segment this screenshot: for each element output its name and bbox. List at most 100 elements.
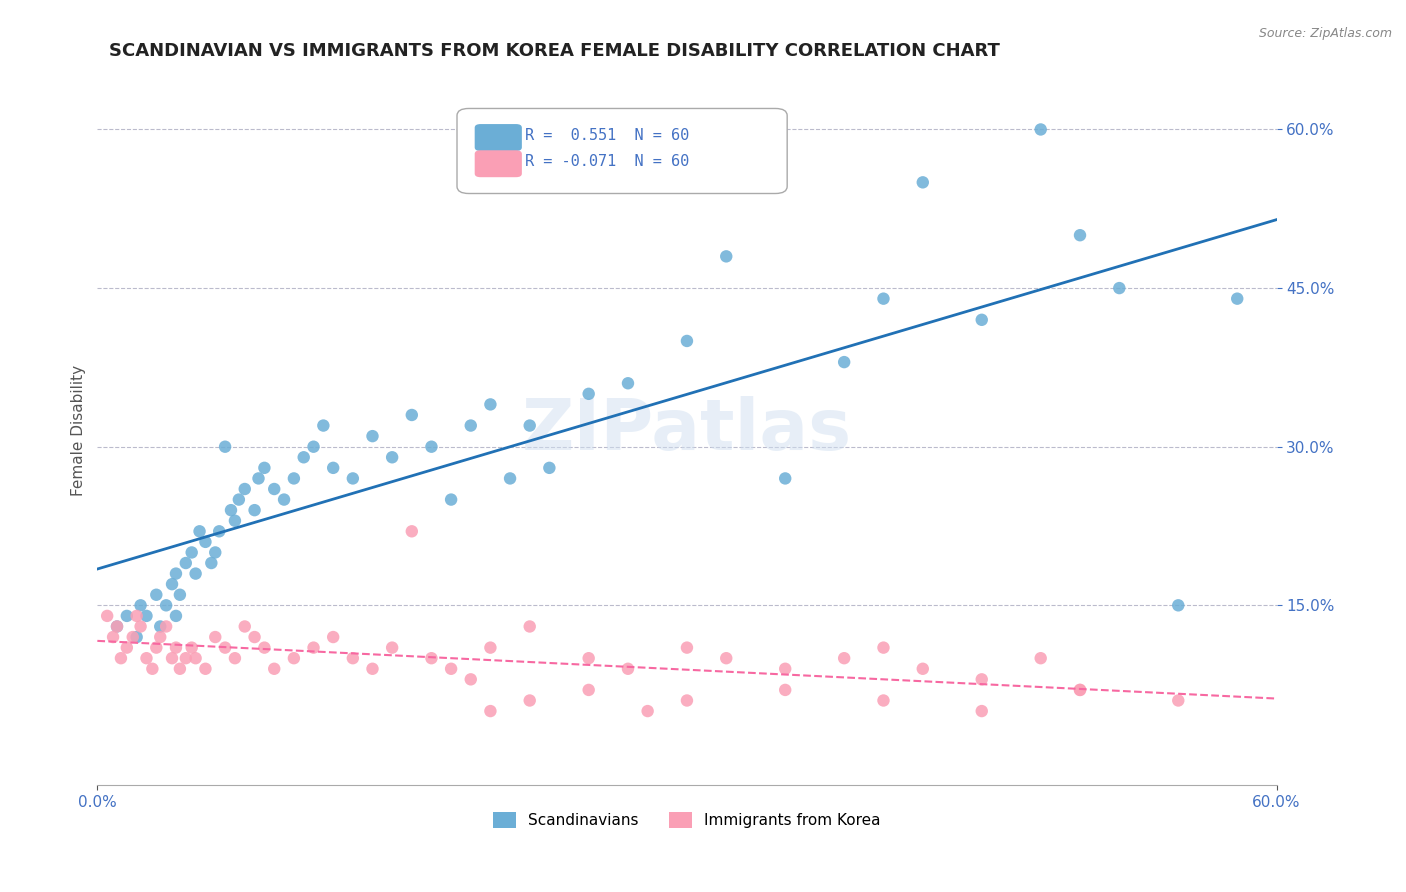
Point <box>184 566 207 581</box>
Point <box>165 566 187 581</box>
FancyBboxPatch shape <box>475 150 522 178</box>
Point <box>200 556 222 570</box>
Point <box>169 588 191 602</box>
Point <box>194 662 217 676</box>
Point <box>247 471 270 485</box>
Point <box>911 175 934 189</box>
Point <box>716 651 738 665</box>
Point <box>381 640 404 655</box>
Point <box>169 662 191 676</box>
Point <box>381 450 404 465</box>
Point <box>420 440 443 454</box>
Point <box>479 397 502 411</box>
Point <box>773 682 796 697</box>
Point <box>135 608 157 623</box>
Point <box>105 619 128 633</box>
Text: SCANDINAVIAN VS IMMIGRANTS FROM KOREA FEMALE DISABILITY CORRELATION CHART: SCANDINAVIAN VS IMMIGRANTS FROM KOREA FE… <box>110 42 1000 60</box>
Point <box>155 599 177 613</box>
Point <box>125 630 148 644</box>
Point <box>499 471 522 485</box>
Point <box>1029 122 1052 136</box>
Text: Source: ZipAtlas.com: Source: ZipAtlas.com <box>1258 27 1392 40</box>
Point <box>160 577 183 591</box>
Point <box>361 662 384 676</box>
Point <box>243 630 266 644</box>
Point <box>208 524 231 539</box>
Point <box>273 492 295 507</box>
Point <box>155 619 177 633</box>
Point <box>970 704 993 718</box>
Point <box>1069 682 1091 697</box>
Point <box>283 471 305 485</box>
Point <box>224 651 246 665</box>
Point <box>361 429 384 443</box>
Point <box>149 630 172 644</box>
FancyBboxPatch shape <box>475 124 522 151</box>
Point <box>479 640 502 655</box>
Point <box>174 556 197 570</box>
Point <box>676 640 699 655</box>
Point <box>1029 651 1052 665</box>
Point <box>578 651 600 665</box>
Point <box>96 608 118 623</box>
Point <box>1226 292 1249 306</box>
Point <box>460 418 482 433</box>
Point <box>105 619 128 633</box>
Point <box>224 514 246 528</box>
Point <box>538 460 561 475</box>
Point <box>302 640 325 655</box>
Point <box>194 534 217 549</box>
Point <box>970 313 993 327</box>
Point <box>1069 228 1091 243</box>
Point <box>832 355 855 369</box>
Point <box>342 471 364 485</box>
Point <box>233 619 256 633</box>
Point <box>970 673 993 687</box>
Point <box>214 440 236 454</box>
Point <box>578 682 600 697</box>
Legend: Scandinavians, Immigrants from Korea: Scandinavians, Immigrants from Korea <box>486 806 887 834</box>
Point <box>188 524 211 539</box>
Point <box>243 503 266 517</box>
Point <box>322 630 344 644</box>
Point <box>773 471 796 485</box>
Point <box>233 482 256 496</box>
Point <box>263 482 285 496</box>
Point <box>219 503 242 517</box>
Point <box>312 418 335 433</box>
Point <box>872 640 894 655</box>
FancyBboxPatch shape <box>457 109 787 194</box>
Point <box>184 651 207 665</box>
Point <box>420 651 443 665</box>
Point <box>121 630 143 644</box>
Point <box>479 704 502 718</box>
Point <box>110 651 132 665</box>
Point <box>204 545 226 559</box>
Point <box>174 651 197 665</box>
Point <box>135 651 157 665</box>
Point <box>204 630 226 644</box>
Point <box>141 662 163 676</box>
Point <box>832 651 855 665</box>
Point <box>180 640 202 655</box>
Point <box>253 640 276 655</box>
Point <box>872 693 894 707</box>
Text: ZIPatlas: ZIPatlas <box>522 396 852 466</box>
Point <box>165 640 187 655</box>
Point <box>342 651 364 665</box>
Point <box>253 460 276 475</box>
Text: R =  0.551  N = 60: R = 0.551 N = 60 <box>526 128 690 143</box>
Point <box>322 460 344 475</box>
Point <box>578 387 600 401</box>
Point <box>115 640 138 655</box>
Point <box>911 662 934 676</box>
Point <box>115 608 138 623</box>
Point <box>519 619 541 633</box>
Point <box>283 651 305 665</box>
Point <box>129 619 152 633</box>
Point <box>292 450 315 465</box>
Point <box>637 704 659 718</box>
Point <box>460 673 482 687</box>
Point <box>214 640 236 655</box>
Point <box>401 524 423 539</box>
